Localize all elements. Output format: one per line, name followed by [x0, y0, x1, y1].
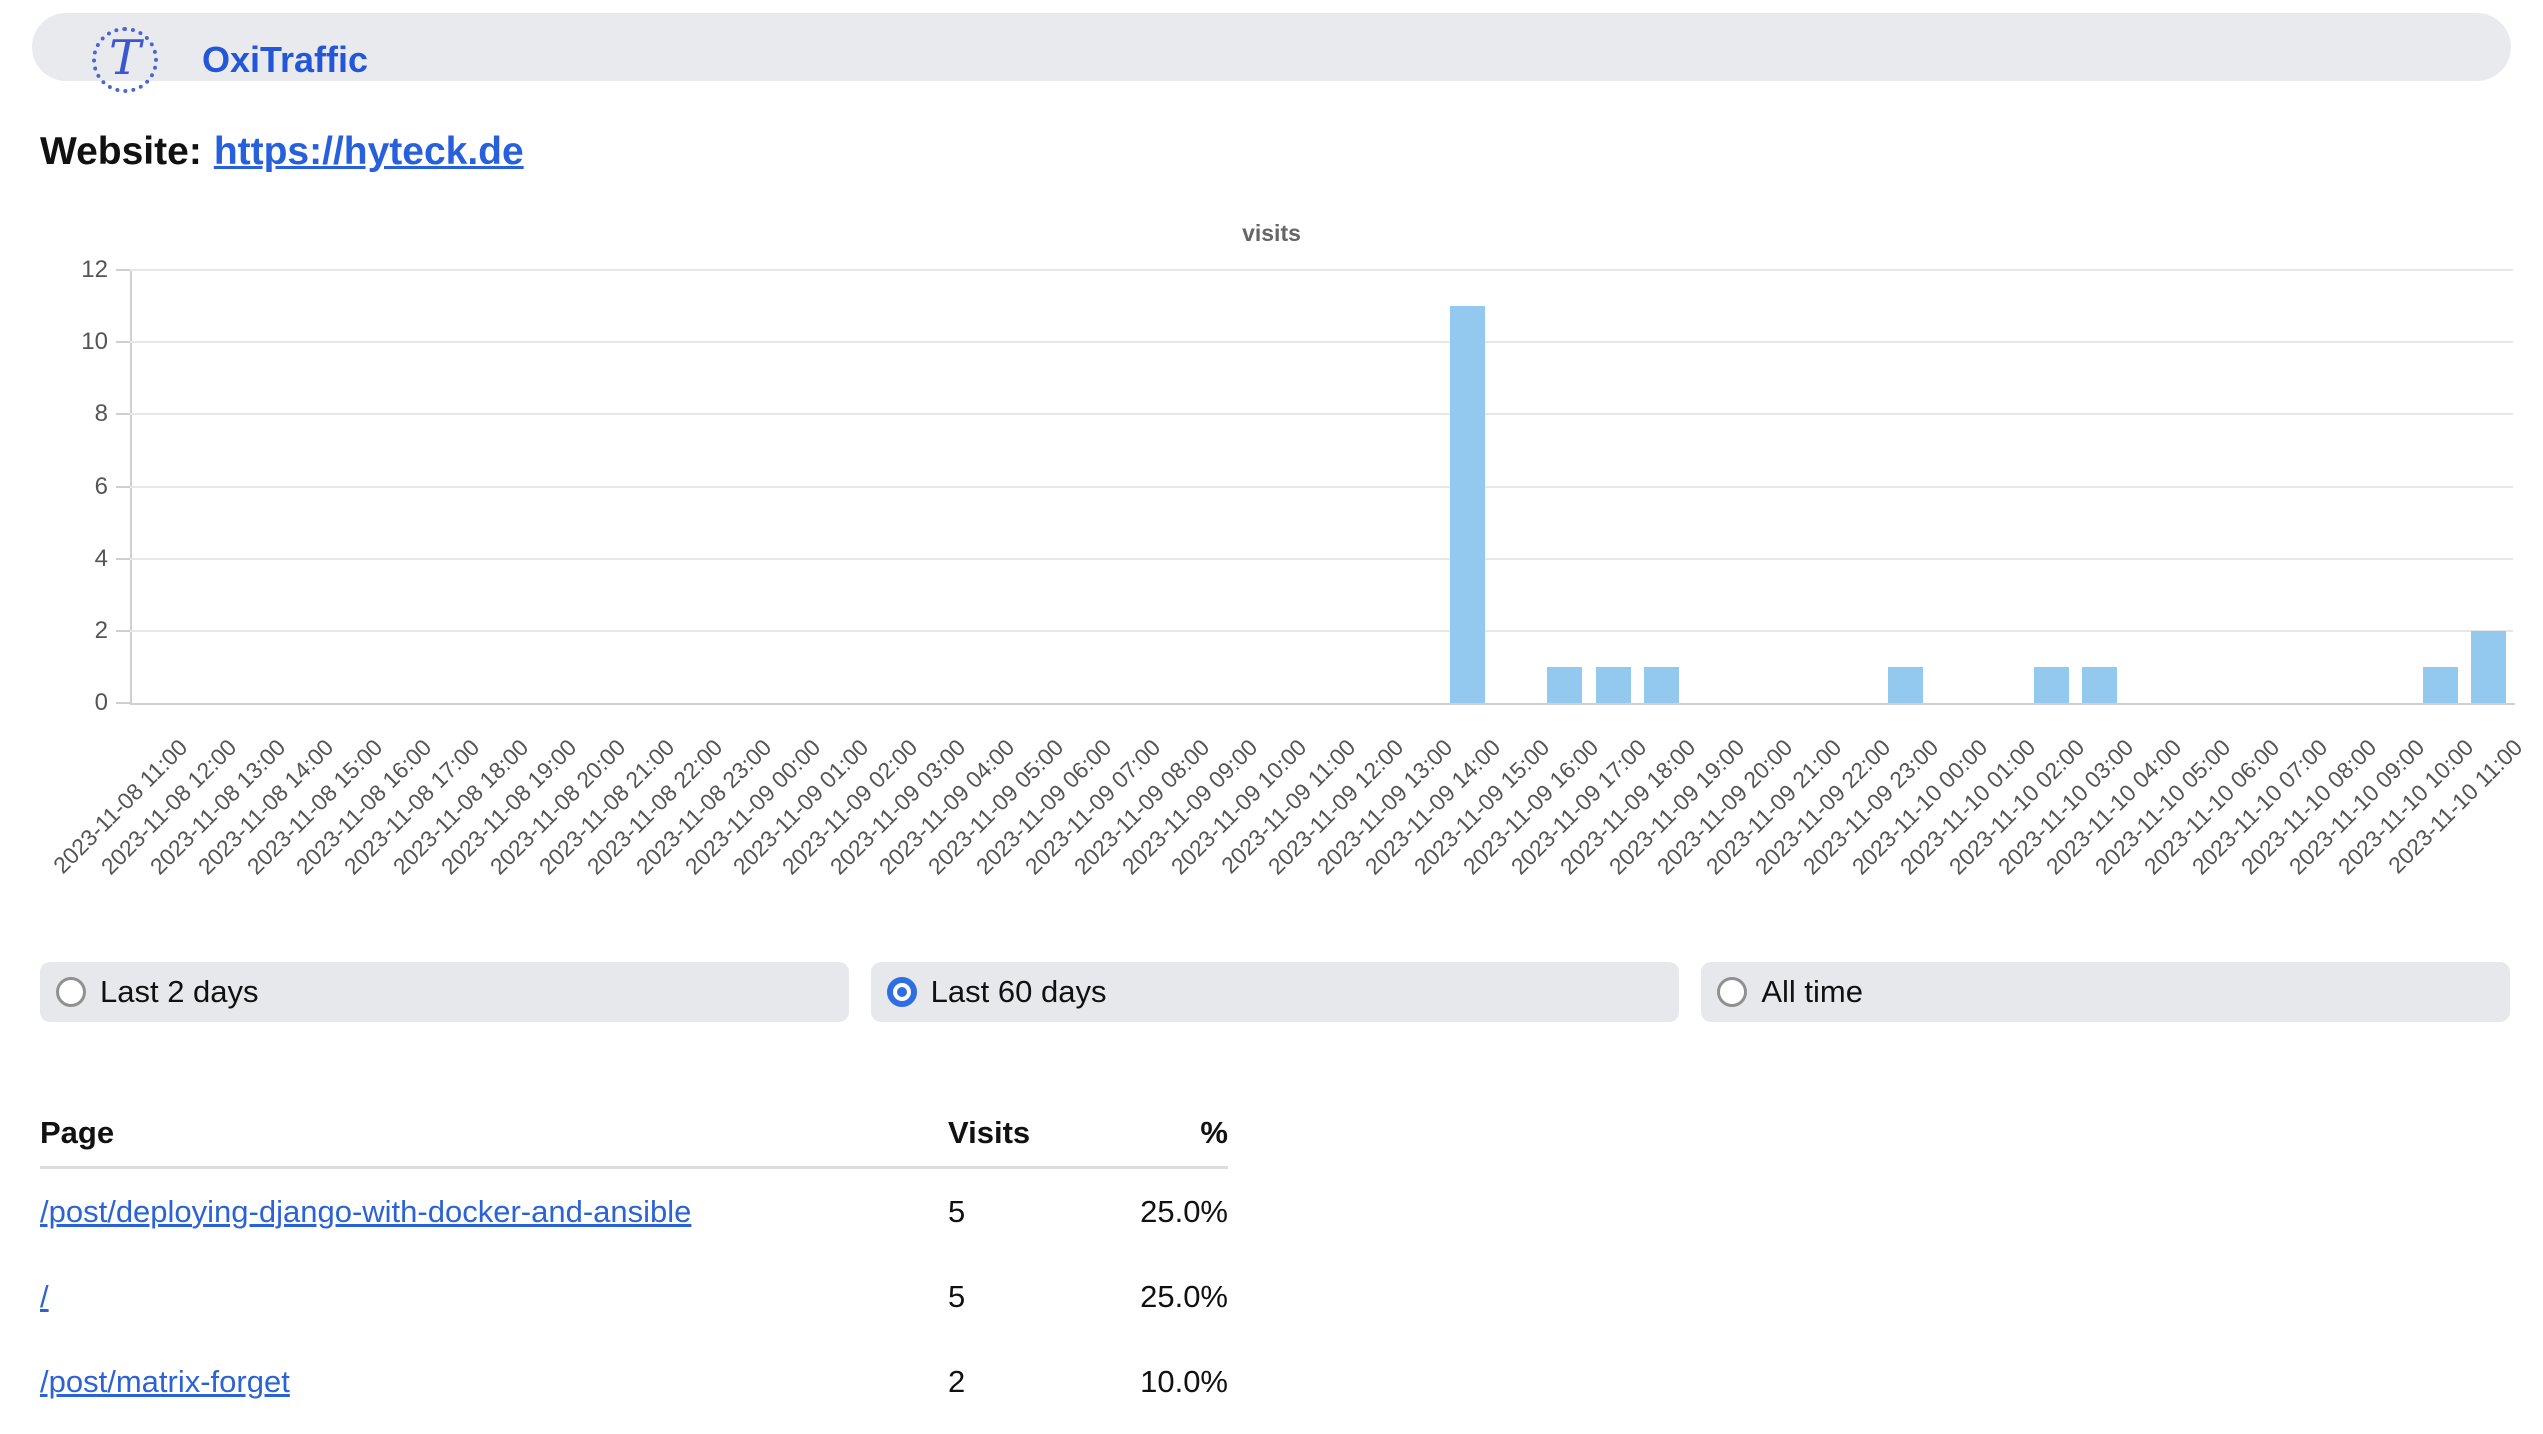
y-gridline: [130, 341, 2513, 344]
chart-bar: [1547, 666, 1583, 703]
time-filter-option-0[interactable]: Last 2 days: [40, 962, 849, 1022]
y-tick-mark: [116, 413, 130, 416]
pages-table-header: Page Visits %: [40, 1100, 1228, 1169]
page-link[interactable]: /post/matrix-forget: [40, 1363, 290, 1399]
chart-bar: [1595, 666, 1631, 703]
visits-value: 2: [948, 1363, 966, 1399]
chart-title: visits: [1242, 220, 1301, 246]
table-row: / 5 25.0%: [40, 1254, 1228, 1339]
table-row: /post/deploying-django-with-docker-and-a…: [40, 1169, 1228, 1254]
y-tick-mark: [116, 629, 130, 632]
chart-bar: [1644, 666, 1680, 703]
y-axis-label: 12: [81, 256, 108, 283]
col-header-percent: %: [1200, 1115, 1228, 1150]
y-gridline: [130, 557, 2513, 560]
oxitraffic-logo-icon[interactable]: T: [92, 27, 158, 93]
y-tick-mark: [116, 269, 130, 271]
y-axis-label: 4: [94, 544, 108, 572]
chart-plot-area[interactable]: [130, 270, 2515, 705]
website-link[interactable]: https://hyteck.de: [213, 130, 524, 173]
visits-chart: visits 0 2 4 6 8 10 12 2023-11-08 11:00 2023-11-…: [0, 218, 2543, 963]
radio-dot: [896, 987, 907, 997]
time-filter-option-1[interactable]: Last 60 days: [870, 962, 1680, 1022]
y-tick-mark: [116, 702, 130, 704]
chart-bar: [1449, 306, 1485, 703]
y-axis-label: 8: [94, 400, 108, 428]
col-header-page: Page: [40, 1115, 115, 1150]
visits-value: 5: [948, 1278, 966, 1314]
chart-bar: [2033, 666, 2069, 703]
y-gridline: [130, 629, 2513, 632]
time-filter-group: Last 2 days Last 60 days All time: [40, 962, 2511, 1022]
visits-value: 5: [948, 1193, 966, 1229]
percent-value: 10.0%: [1140, 1363, 1228, 1399]
table-row: /post/matrix-forget 2 10.0%: [40, 1339, 1228, 1424]
app-header: T OxiTraffic: [32, 13, 2511, 93]
chart-bar: [2471, 630, 2507, 703]
time-filter-label: All time: [1761, 974, 1863, 1009]
y-axis-label: 2: [94, 616, 108, 644]
y-axis-label: 6: [94, 472, 108, 500]
website-line: Website: https://hyteck.de: [40, 130, 524, 174]
y-axis-label: 0: [94, 689, 108, 716]
radio-unselected-icon[interactable]: [1717, 977, 1748, 1007]
percent-value: 25.0%: [1140, 1193, 1228, 1229]
y-axis-label: 10: [81, 328, 108, 356]
time-filter-label: Last 2 days: [100, 974, 259, 1009]
y-tick-mark: [116, 341, 130, 344]
page-link[interactable]: /: [40, 1278, 49, 1314]
y-tick-mark: [116, 485, 130, 488]
time-filter-label: Last 60 days: [930, 974, 1107, 1009]
percent-value: 25.0%: [1140, 1278, 1228, 1314]
radio-unselected-icon[interactable]: [56, 977, 86, 1007]
col-header-visits: Visits: [948, 1115, 1031, 1150]
time-filter-option-2[interactable]: All time: [1701, 962, 2511, 1022]
pages-table: Page Visits % /post/deploying-django-wit…: [40, 1100, 1228, 1424]
y-gridline: [130, 485, 2513, 488]
y-gridline: [130, 413, 2513, 416]
chart-bar: [2422, 666, 2458, 703]
app-title: OxiTraffic: [202, 39, 369, 80]
chart-bar: [1887, 666, 1923, 703]
y-gridline: [130, 269, 2513, 271]
y-tick-mark: [116, 557, 130, 560]
page-link[interactable]: /post/deploying-django-with-docker-and-a…: [40, 1193, 692, 1229]
logo-letter: T: [108, 30, 141, 86]
chart-bar: [2082, 666, 2118, 703]
radio-selected-icon[interactable]: [886, 977, 917, 1007]
website-label: Website:: [40, 130, 202, 173]
